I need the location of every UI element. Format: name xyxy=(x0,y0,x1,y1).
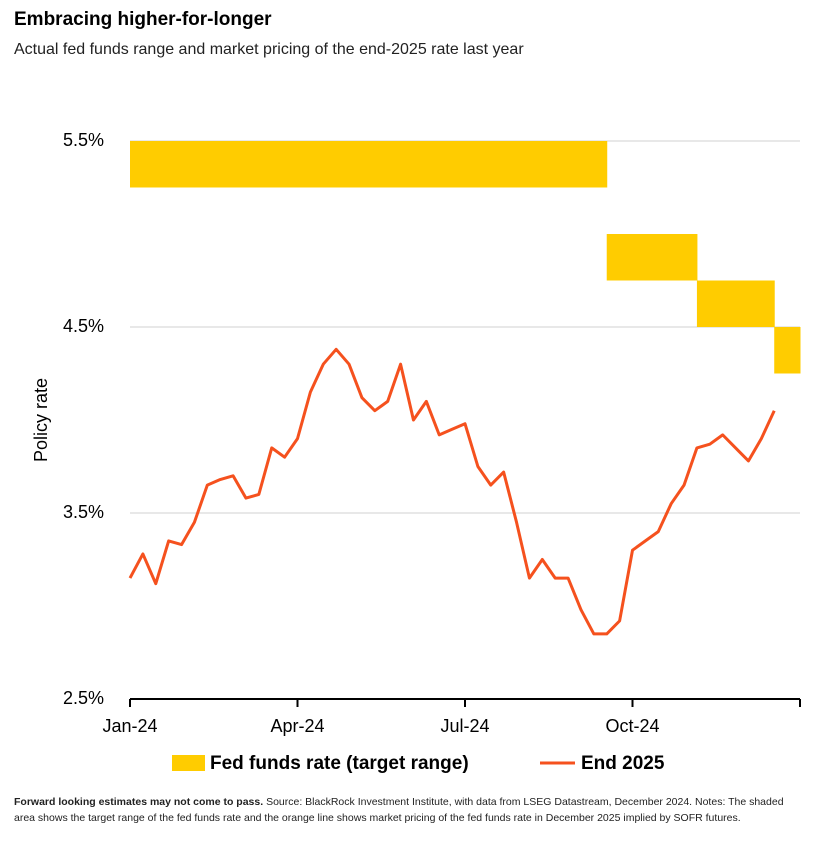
y-axis-label: Policy rate xyxy=(31,378,51,462)
band-segment xyxy=(542,141,556,188)
footnote: Forward looking estimates may not come t… xyxy=(14,794,806,826)
band-segment xyxy=(400,141,414,188)
band-segment xyxy=(387,141,402,188)
band-segment xyxy=(490,141,505,188)
band-segment xyxy=(735,280,749,327)
x-tick-label: Jan-24 xyxy=(102,716,157,736)
band-segment xyxy=(361,141,376,188)
band-segment xyxy=(271,141,286,188)
band-segment xyxy=(722,280,737,327)
band-segment xyxy=(245,141,260,188)
y-tick-label: 5.5% xyxy=(63,130,104,150)
band-segment xyxy=(619,234,633,281)
chart: Embracing higher-for-longer Actual fed f… xyxy=(14,9,801,774)
band-segment xyxy=(465,141,479,188)
band-segment xyxy=(207,141,221,188)
band-segment xyxy=(374,141,389,188)
x-tick-label: Apr-24 xyxy=(270,716,324,736)
band-segment xyxy=(297,141,311,188)
y-tick-label: 3.5% xyxy=(63,502,104,522)
band-segment xyxy=(168,141,183,188)
band-segment xyxy=(658,234,672,281)
band-segment xyxy=(593,141,608,188)
band-segment xyxy=(413,141,427,188)
band-segment xyxy=(555,141,569,188)
band-segment xyxy=(516,141,530,188)
band-segment xyxy=(142,141,157,188)
band-segment xyxy=(606,234,621,281)
band-segment xyxy=(284,141,298,188)
band-segment xyxy=(503,141,518,188)
line xyxy=(128,347,776,636)
band-segment xyxy=(194,141,208,188)
band-segment xyxy=(632,234,646,281)
band-segment xyxy=(130,141,144,188)
band-segment xyxy=(709,280,724,327)
band-segment xyxy=(323,141,337,188)
band-segment xyxy=(155,141,170,188)
y-tick-label: 4.5% xyxy=(63,316,104,336)
band-segment xyxy=(349,141,363,188)
legend-label: Fed funds rate (target range) xyxy=(210,753,469,774)
band-segment xyxy=(426,141,440,188)
band-segment xyxy=(696,280,711,327)
band-segment xyxy=(220,141,234,188)
x-tick-label: Oct-24 xyxy=(605,716,659,736)
band-segment xyxy=(645,234,659,281)
y-tick-label: 2.5% xyxy=(63,688,104,708)
band-segment xyxy=(774,327,788,374)
band-segment xyxy=(671,234,685,281)
band-segment xyxy=(761,280,775,327)
footnote-bold: Forward looking estimates may not come t… xyxy=(14,796,264,808)
band-segment xyxy=(684,234,698,281)
band-segment xyxy=(580,141,595,188)
band-segment xyxy=(258,141,273,188)
band-segment xyxy=(477,141,492,188)
legend-swatch xyxy=(172,755,205,771)
x-tick-label: Jul-24 xyxy=(440,716,489,736)
footnote-text: Source: BlackRock Investment Institute, … xyxy=(14,796,784,824)
band-segment xyxy=(452,141,466,188)
subtitle: Actual fed funds range and market pricin… xyxy=(14,41,524,58)
band-segment xyxy=(787,327,801,374)
band-segment xyxy=(568,141,582,188)
band-segment xyxy=(336,141,350,188)
legend-label: End 2025 xyxy=(581,753,665,774)
band-segment xyxy=(439,141,453,188)
band-segment xyxy=(310,141,324,188)
band-segment xyxy=(748,280,762,327)
band-segment xyxy=(529,141,543,188)
band-segment xyxy=(233,141,247,188)
band-segment xyxy=(181,141,195,188)
title: Embracing higher-for-longer xyxy=(14,9,272,30)
